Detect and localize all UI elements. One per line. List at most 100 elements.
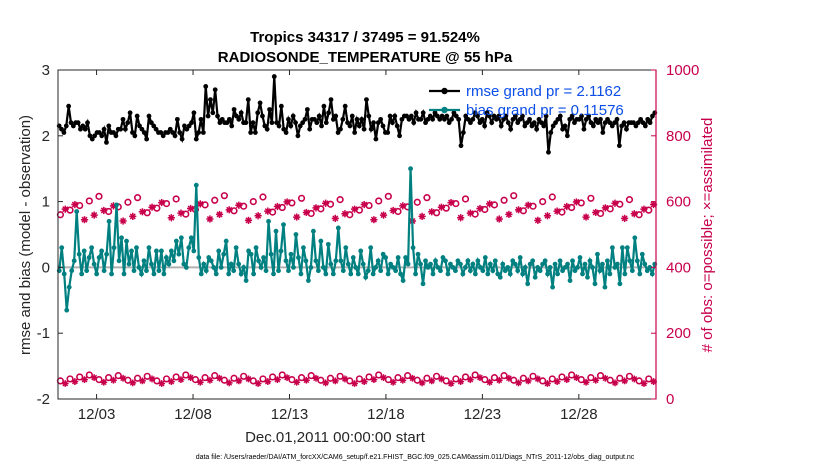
rmse-point [512,113,518,119]
bias-point [355,271,361,277]
obs-assimilated-marker [167,214,175,222]
rmse-point [534,126,540,132]
x-tick-label: 12/03 [78,406,116,423]
rmse-point [290,113,296,119]
bias-point [211,265,217,270]
rmse-point [642,123,648,129]
obs-assimilated-marker [592,208,600,217]
bias-point [535,265,541,270]
rmse-point [569,113,575,119]
obs-assimilated-marker [649,200,658,209]
rmse-point [286,116,291,122]
bias-point [196,255,202,260]
bias-point [116,258,122,264]
bias-point [286,268,291,274]
bias-point [458,261,463,267]
obs-assimilated-marker [71,378,79,385]
rmse-point [598,116,603,122]
obs-assimilated-marker [129,379,137,387]
obs-assimilated-marker [621,214,629,222]
obs-assimilated-marker [505,210,513,219]
rmse-point [600,130,606,135]
rmse-point [144,136,150,142]
rmse-point [586,113,592,119]
obs-assimilated-marker [534,216,542,224]
bias-point [226,271,232,277]
rmse-point [444,113,450,119]
rmse-point [647,120,653,126]
bias-point [540,261,546,267]
bias-point [448,261,453,267]
obs-assimilated-marker [418,379,426,387]
bias-point [163,255,169,260]
rmse-point [104,139,109,145]
obs-assimilated-marker [486,378,494,386]
obs-assimilated-marker [196,200,204,208]
bias-point [291,265,296,270]
obs-assimilated-marker [524,377,532,385]
obs-assimilated-marker [640,205,648,213]
obs-assimilated-marker [235,201,243,209]
rmse-point [125,120,131,126]
bias-point [178,235,184,241]
bias-point [440,255,446,260]
rmse-point [338,126,343,132]
obs-assimilated-marker [447,198,455,207]
bias-point [515,268,521,274]
rmse-point [75,120,81,126]
bias-point [193,182,199,188]
obs-assimilated-marker [563,202,571,211]
bias-point [86,255,92,260]
obs-assimilated-marker [71,200,79,209]
bias-point [146,245,152,251]
rmse-point [359,116,365,122]
bias-point [430,271,436,277]
rmse-point [106,123,112,129]
obs-assimilated-marker [254,212,262,220]
bias-point [612,265,618,270]
bias-point [570,258,575,264]
bias-point [126,261,132,267]
rmse-point [113,133,119,139]
rmse-point [527,116,532,122]
bias-point [542,258,548,264]
bias-point [453,268,458,274]
bias-point [614,261,620,267]
bias-point [482,255,488,260]
x-tick-label: 12/18 [367,406,405,423]
obs-assimilated-marker [572,198,581,206]
bias-point [408,166,413,172]
rmse-point [333,113,339,119]
rmse-point [460,130,466,135]
bias-point [323,271,329,277]
bias-point [557,258,563,264]
legend-label: bias grand pr = 0.11576 [466,102,624,119]
bias-point [512,261,518,267]
obs-assimilated-marker [225,379,233,387]
rmse-point [127,110,133,116]
bias-point [330,271,336,277]
obs-assimilated-marker [582,213,590,221]
obs-assimilated-marker [601,204,609,212]
rmse-point [132,133,138,139]
obs-possible-marker [249,198,257,206]
obs-assimilated-marker [81,376,88,383]
rmse-point [141,130,147,135]
bias-point [253,245,259,251]
rmse-point [397,133,402,139]
obs-possible-marker [500,196,508,204]
bias-point [545,271,551,277]
bias-point [500,261,506,267]
rmse-point [276,123,282,129]
rmse-point [118,126,124,132]
bias-point [385,271,391,277]
bias-point [303,258,309,264]
obs-assimilated-marker [476,204,484,213]
rmse-point [203,84,209,89]
bias-point [622,271,628,277]
y2-axis-label: # of obs: o=possible; ×=assimilated [699,118,716,353]
rmse-point [200,130,206,135]
rmse-point [326,110,332,116]
obs-assimilated-marker [158,198,166,207]
obs-assimilated-marker [611,379,619,387]
